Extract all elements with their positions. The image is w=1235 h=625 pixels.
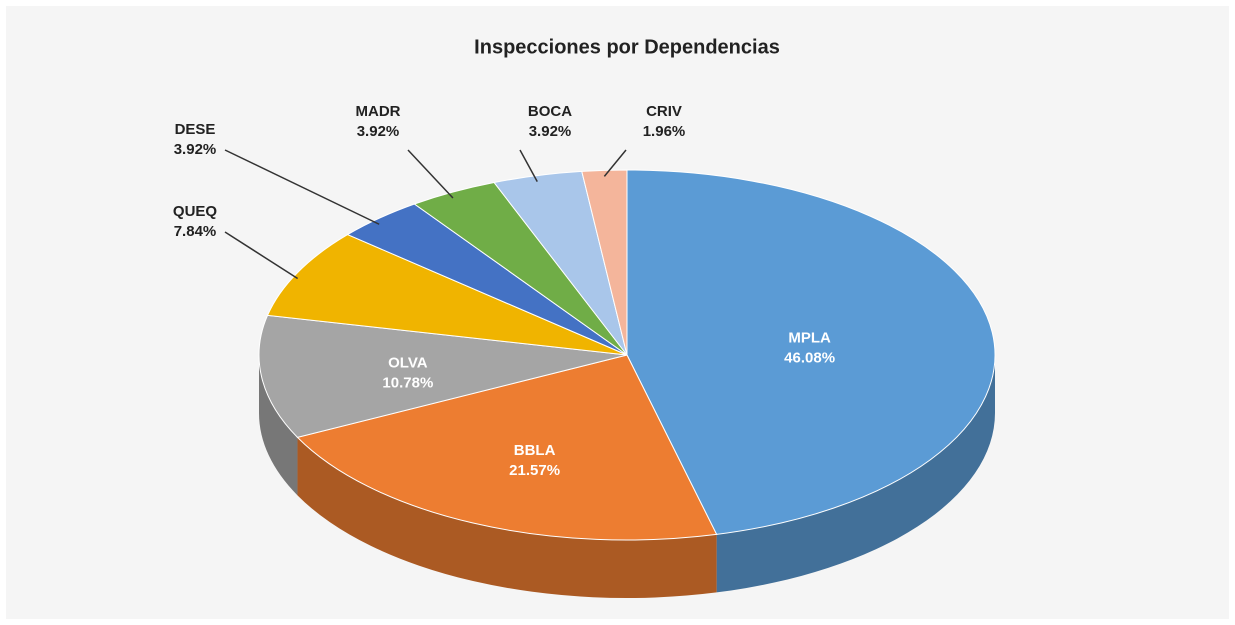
- pie-slice: [626, 169, 996, 535]
- leader-line: [224, 149, 380, 225]
- label-value: 3.92%: [357, 123, 400, 140]
- data-label: MADR 3.92%: [356, 103, 401, 140]
- leader-line: [224, 231, 299, 280]
- label-category: QUEQ: [173, 203, 218, 220]
- pie-slice: [266, 234, 628, 356]
- label-category: CRIV: [646, 103, 682, 120]
- label-category: OLVA: [388, 355, 428, 372]
- data-label: CRIV 1.96%: [643, 103, 686, 140]
- label-category: MADR: [356, 103, 401, 120]
- pie-side: [716, 355, 995, 593]
- leader-line: [519, 149, 538, 182]
- pie-side: [259, 355, 298, 496]
- label-category: DESE: [175, 121, 216, 138]
- label-value: 10.78%: [382, 375, 433, 392]
- pie-slice: [258, 314, 628, 438]
- data-label: OLVA 10.78%: [382, 355, 433, 392]
- pie-slice: [296, 354, 718, 541]
- label-value: 3.92%: [174, 141, 217, 158]
- pie-slice: [581, 169, 628, 356]
- data-label: BOCA 3.92%: [528, 103, 572, 140]
- leader-line: [407, 149, 454, 199]
- data-label: MPLA 46.08%: [784, 330, 835, 367]
- data-label: BBLA 21.57%: [509, 442, 560, 479]
- label-value: 46.08%: [784, 350, 835, 367]
- label-category: BBLA: [514, 442, 556, 459]
- label-value: 1.96%: [643, 123, 686, 140]
- label-value: 3.92%: [529, 123, 572, 140]
- pie-side: [297, 437, 717, 598]
- leader-line: [603, 149, 627, 177]
- label-value: 21.57%: [509, 462, 560, 479]
- label-category: BOCA: [528, 103, 572, 120]
- data-label: DESE 3.92%: [174, 121, 217, 158]
- chart-title: Inspecciones por Dependencias: [474, 36, 780, 58]
- data-label: QUEQ 7.84%: [173, 203, 218, 240]
- label-category: MPLA: [788, 330, 831, 347]
- label-value: 7.84%: [174, 223, 217, 240]
